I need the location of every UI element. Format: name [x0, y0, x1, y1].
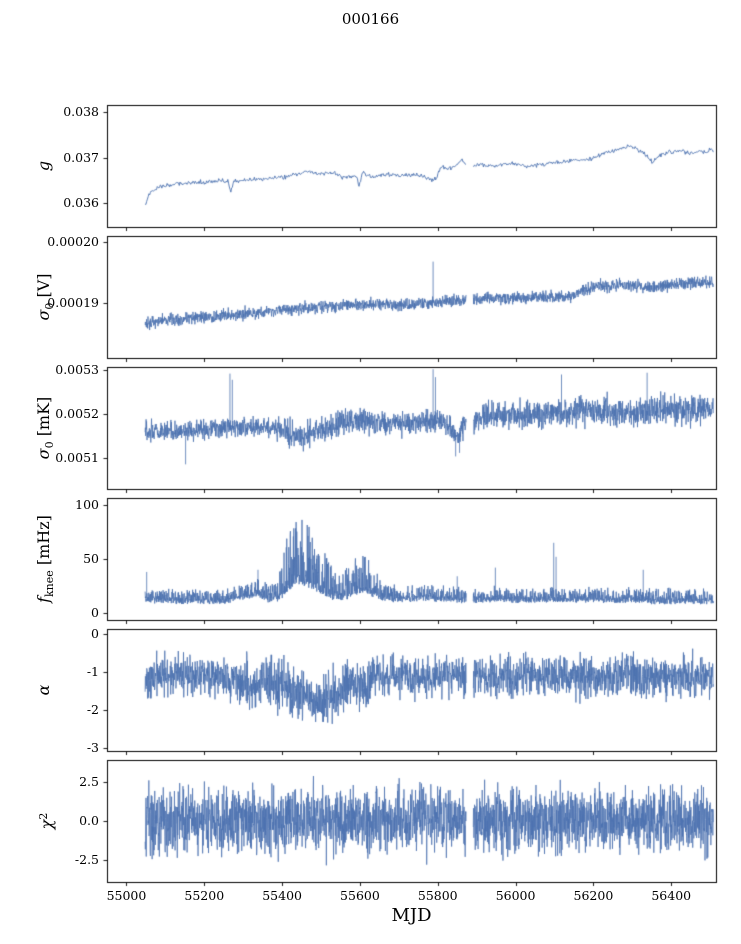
x-axis-label: MJD — [391, 905, 432, 926]
figure-title: 000166 — [341, 10, 400, 28]
